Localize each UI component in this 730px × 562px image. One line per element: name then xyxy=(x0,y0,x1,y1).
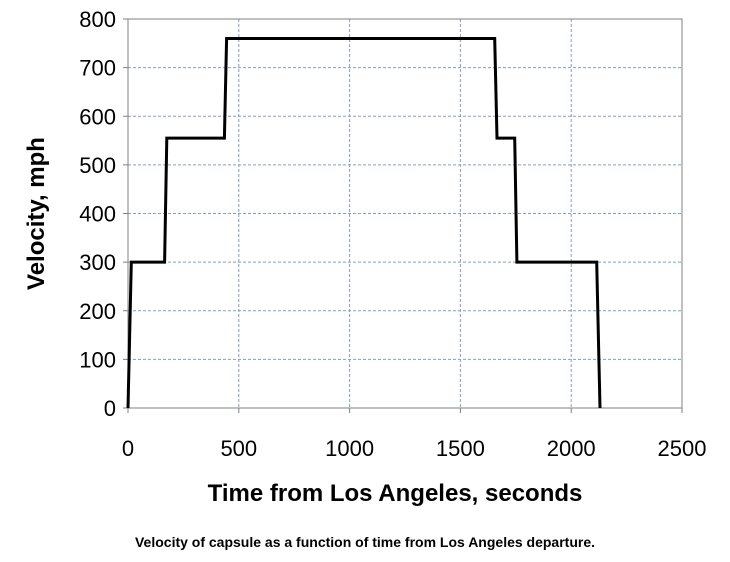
x-tick-label: 500 xyxy=(220,436,257,461)
x-tick-label: 2500 xyxy=(658,436,707,461)
y-tick-label: 200 xyxy=(79,299,116,324)
plot-frame xyxy=(123,18,683,413)
figure-caption: Velocity of capsule as a function of tim… xyxy=(134,534,596,550)
x-axis-title: Time from Los Angeles, seconds xyxy=(208,480,583,507)
y-tick-label: 800 xyxy=(79,7,116,32)
x-tick-label: 1500 xyxy=(436,436,485,461)
y-tick-label: 100 xyxy=(79,347,116,372)
y-tick-label: 400 xyxy=(79,202,116,227)
y-axis-title: Velocity, mph xyxy=(23,137,50,290)
y-tick-label: 600 xyxy=(79,104,116,129)
y-tick-labels: 0 100 200 300 400 500 600 700 800 xyxy=(79,7,116,421)
y-tick-label: 0 xyxy=(104,396,116,421)
x-tick-label: 2000 xyxy=(547,436,596,461)
x-tick-label: 0 xyxy=(122,436,134,461)
series-line xyxy=(126,37,602,409)
series-layer xyxy=(126,37,602,409)
grid-lines xyxy=(128,19,682,408)
x-tick-labels: 0 500 1000 1500 2000 2500 xyxy=(122,436,707,461)
x-tick-label: 1000 xyxy=(325,436,374,461)
y-tick-label: 500 xyxy=(79,153,116,178)
velocity-chart: 0 500 1000 1500 2000 2500 0 100 200 300 400 500 600… xyxy=(23,7,707,507)
y-tick-label: 700 xyxy=(79,56,116,81)
y-tick-label: 300 xyxy=(79,250,116,275)
